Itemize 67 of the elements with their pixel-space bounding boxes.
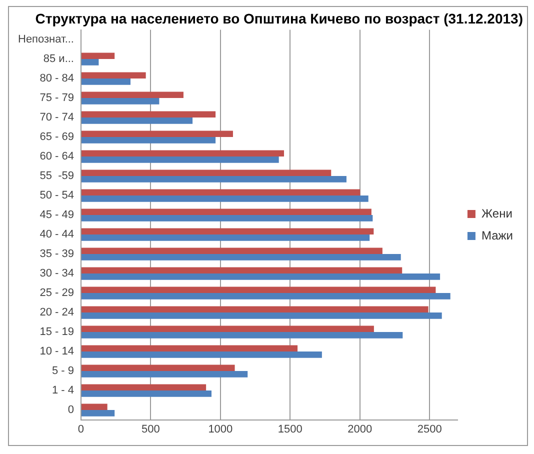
bar <box>81 72 146 79</box>
bar <box>81 390 212 397</box>
bar <box>81 228 374 235</box>
bar <box>81 332 403 338</box>
legend-label: Мажи <box>481 228 514 242</box>
bar <box>81 130 233 138</box>
bar <box>81 118 193 124</box>
y-tick-label: 1 - 4 <box>52 384 74 397</box>
bar <box>81 404 108 410</box>
bar <box>81 215 373 222</box>
y-tick-label: 5 - 9 <box>52 365 74 378</box>
bar <box>81 312 442 319</box>
bar <box>81 208 372 216</box>
y-tick-label: 85 и... <box>43 53 74 66</box>
chart-title: Структура на населението во Општина Кичево по возраст (31.12.2013) <box>35 10 523 26</box>
y-tick-label: 65 - 69 <box>40 131 74 144</box>
y-tick-label: 10 - 14 <box>40 346 74 358</box>
y-tick-label: 25 - 29 <box>40 287 74 300</box>
y-tick-label: 30 - 34 <box>40 268 74 280</box>
bar <box>81 176 346 182</box>
y-tick-label: 0 <box>68 404 74 416</box>
y-tick-label: 20 - 24 <box>40 306 74 319</box>
bar <box>81 196 368 202</box>
bar <box>81 410 115 416</box>
bar <box>81 274 440 280</box>
bar <box>81 98 160 104</box>
bar <box>81 371 248 378</box>
bar <box>81 156 279 163</box>
y-tick-label: 35 - 39 <box>40 248 74 260</box>
x-tick-label: 2500 <box>417 423 442 436</box>
legend-label: Жени <box>481 206 512 220</box>
bar <box>81 92 184 98</box>
y-tick-label: 80 - 84 <box>40 72 74 85</box>
bar <box>81 78 130 85</box>
y-tick-label: 55 -59 <box>40 170 74 182</box>
x-tick-label: 2000 <box>348 423 372 436</box>
bar <box>81 52 115 60</box>
bar <box>81 306 428 313</box>
bar <box>81 364 235 372</box>
bar <box>81 384 206 391</box>
y-tick-label: 40 - 44 <box>40 228 74 241</box>
y-tick-label: 70 - 74 <box>40 112 74 124</box>
bar <box>81 326 374 332</box>
bar <box>81 137 216 144</box>
bar <box>81 234 370 241</box>
bar <box>81 345 298 352</box>
x-tick-label: 1500 <box>278 423 302 436</box>
bar <box>81 189 360 196</box>
bar <box>81 111 216 118</box>
y-tick-label: 45 - 49 <box>40 209 74 222</box>
bar <box>81 170 332 176</box>
y-tick-label: 15 - 19 <box>40 326 74 338</box>
bar <box>81 248 382 254</box>
y-tick-label: 60 - 64 <box>40 150 74 163</box>
bar <box>81 59 99 66</box>
bar <box>81 150 284 157</box>
y-tick-label: 50 - 54 <box>40 190 74 202</box>
x-tick-label: 500 <box>142 423 160 436</box>
bar <box>81 352 322 358</box>
bar <box>81 254 401 260</box>
x-tick-label: 0 <box>78 423 84 436</box>
bar <box>81 267 402 274</box>
bar <box>81 286 436 294</box>
y-tick-label: Непознат... <box>18 34 74 46</box>
bar <box>81 293 450 300</box>
x-tick-label: 1000 <box>208 423 233 436</box>
y-tick-label: 75 - 79 <box>40 92 74 104</box>
